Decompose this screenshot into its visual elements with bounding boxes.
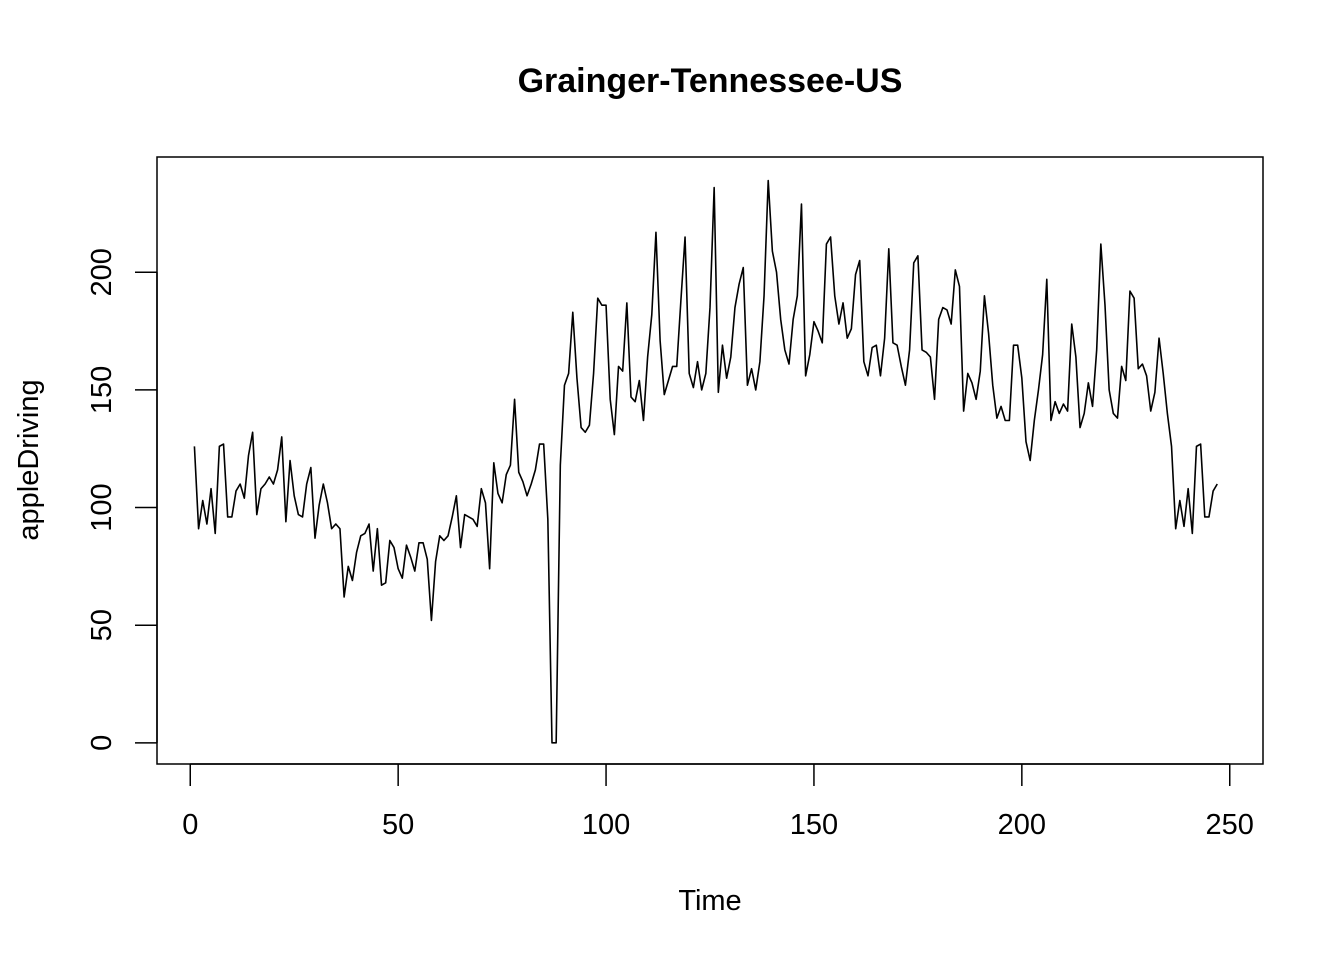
series-line: [193, 179, 1218, 744]
y-tick-label: 200: [86, 248, 118, 296]
plot-frame: [156, 156, 1264, 765]
y-axis-label: appleDriving: [13, 379, 45, 540]
y-tick-label: 0: [86, 735, 118, 751]
x-tick-label: 200: [998, 809, 1046, 841]
y-tick-label: 100: [86, 483, 118, 531]
x-tick-label: 150: [790, 809, 838, 841]
series-group: [193, 179, 1218, 744]
x-axis-label: Time: [678, 885, 741, 917]
chart-title: Grainger-Tennessee-US: [518, 62, 903, 100]
x-tick-label: 50: [382, 809, 414, 841]
x-axis: 0 50 100 150 200 250: [182, 763, 1254, 841]
x-tick-label: 100: [582, 809, 630, 841]
y-tick-label: 50: [86, 609, 118, 641]
x-tick-label: 250: [1206, 809, 1254, 841]
y-axis: 0 50 100 150 200: [86, 248, 158, 751]
y-tick-label: 150: [86, 366, 118, 414]
x-tick-label: 0: [182, 809, 198, 841]
